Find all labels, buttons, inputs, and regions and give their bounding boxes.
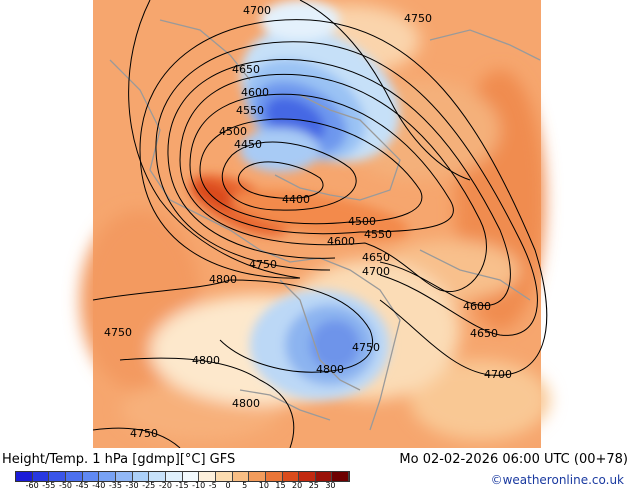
valid-time: Mo 02-02-2026 06:00 UTC (00+78) [399, 452, 628, 467]
legend-swatch [49, 472, 66, 481]
contour-label: 4750 [404, 12, 432, 25]
legend-tick-label: 5 [242, 481, 248, 490]
legend-swatch [332, 472, 350, 481]
legend-swatch [132, 472, 150, 481]
contour-label: 4500 [219, 125, 247, 138]
contour-lines [92, 0, 548, 449]
legend-swatch [282, 472, 300, 481]
legend-swatch [65, 472, 83, 481]
contour-label: 4500 [348, 215, 376, 228]
legend-tick-label: 15 [275, 481, 286, 490]
legend-tick-label: -15 [175, 481, 189, 490]
legend-swatch [315, 472, 333, 481]
contour-label: 4600 [327, 235, 355, 248]
legend-tick-label: -40 [92, 481, 106, 490]
legend-tick-label: 10 [258, 481, 269, 490]
contour-label: 4700 [243, 4, 271, 17]
footer: Height/Temp. 1 hPa [gdmp][°C] GFS Mo 02-… [0, 448, 634, 490]
legend-tick-label: 30 [325, 481, 336, 490]
contour-label: 4750 [104, 326, 132, 339]
legend-swatch [232, 472, 250, 481]
legend-tick-label: -35 [108, 481, 122, 490]
legend-tick-label: 0 [225, 481, 231, 490]
legend-swatch [199, 472, 216, 481]
legend-swatch [149, 472, 166, 481]
legend-tick-label: -50 [58, 481, 73, 490]
legend-swatch [115, 472, 133, 481]
contour-label: 4650 [362, 251, 390, 264]
contour-label: 4750 [130, 427, 158, 440]
color-legend [15, 471, 350, 482]
legend-ticks: -60 -55 -50 -45 -40 -35 -30 -25 -20 -15 -10 -5 0 5 10 1… [15, 481, 348, 491]
contour-label: 4550 [236, 104, 264, 117]
legend-tick-label: -30 [125, 481, 139, 490]
legend-swatch [182, 472, 200, 481]
contour-label: 4700 [362, 265, 390, 278]
credit-link[interactable]: ©weatheronline.co.uk [490, 473, 624, 487]
contour-label: 4800 [209, 273, 237, 286]
contour-label: 4700 [484, 368, 512, 381]
legend-tick-label: -5 [208, 481, 217, 490]
legend-swatch [265, 472, 283, 481]
legend-tick-label: 20 [292, 481, 303, 490]
legend-swatch [82, 472, 100, 481]
contour-label: 4750 [352, 341, 380, 354]
contour-label: 4800 [316, 363, 344, 376]
contour-label: 4800 [192, 354, 220, 367]
legend-swatch [99, 472, 116, 481]
legend-swatch [299, 472, 316, 481]
map-title: Height/Temp. 1 hPa [gdmp][°C] GFS [2, 452, 236, 467]
legend-swatch [249, 472, 266, 481]
contour-label: 4800 [232, 397, 260, 410]
weather-map: 4700 4750 4650 4600 4550 4500 4450 4400 … [80, 0, 550, 449]
contour-label: 4750 [249, 258, 277, 271]
legend-tick-label: -20 [158, 481, 172, 490]
contour-label: 4650 [232, 63, 260, 76]
contour-label: 4400 [282, 193, 310, 206]
contour-label: 4600 [241, 86, 269, 99]
legend-swatch [215, 472, 233, 481]
legend-tick-label: -60 [25, 481, 39, 490]
legend-tick-label: 25 [308, 481, 319, 490]
legend-tick-label: -25 [142, 481, 156, 490]
contour-label-group: 4700 4750 4650 4600 4550 4500 4450 4400 … [104, 4, 512, 440]
coastlines [109, 19, 541, 431]
contour-label: 4550 [364, 228, 392, 241]
legend-swatch [16, 472, 33, 481]
legend-tick-label: -45 [75, 481, 89, 490]
legend-tick-label: -55 [42, 481, 56, 490]
legend-swatch [32, 472, 50, 481]
legend-tick-label: -10 [192, 481, 206, 490]
legend-swatch [165, 472, 183, 481]
contour-label: 4650 [470, 327, 498, 340]
contour-label: 4600 [463, 300, 491, 313]
contour-label: 4450 [234, 138, 262, 151]
